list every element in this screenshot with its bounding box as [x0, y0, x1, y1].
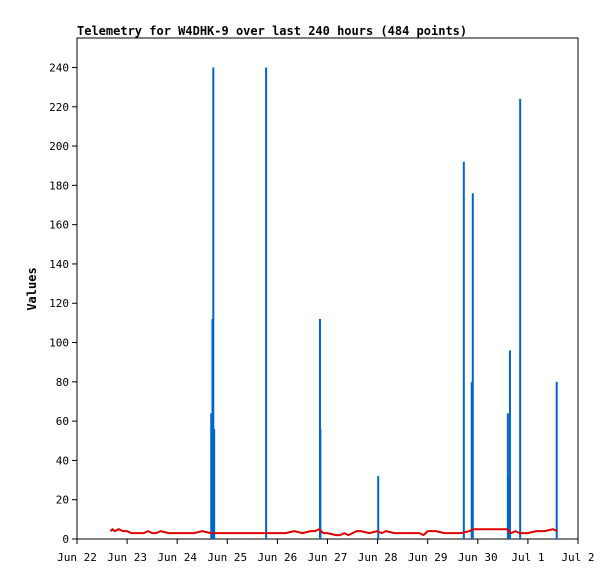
x-tick-label: Jun 29	[408, 551, 448, 564]
y-tick-label: 60	[56, 415, 69, 428]
y-tick-label: 200	[49, 140, 69, 153]
x-tick-label: Jul 2	[561, 551, 594, 564]
series-layer	[109, 67, 558, 539]
y-tick-label: 180	[49, 179, 69, 192]
chart-title: Telemetry for W4DHK-9 over last 240 hour…	[77, 24, 467, 38]
y-axis-label: Values	[25, 267, 39, 310]
x-tick-label: Jun 23	[107, 551, 147, 564]
series-line	[109, 528, 558, 537]
x-tick-label: Jul 1	[511, 551, 544, 564]
y-axis-ticks: 0 20 40 60 80 100 120 140 160 180 200 220 240	[49, 61, 77, 546]
y-tick-label: 100	[49, 337, 69, 350]
x-tick-label: Jun 27	[308, 551, 348, 564]
x-tick-label: Jun 24	[157, 551, 197, 564]
y-tick-label: 80	[56, 376, 69, 389]
y-tick-label: 220	[49, 101, 69, 114]
y-tick-label: 160	[49, 219, 69, 232]
y-tick-label: 240	[49, 61, 69, 74]
x-tick-label: Jun 26	[258, 551, 298, 564]
y-tick-label: 20	[56, 494, 69, 507]
y-tick-label: 40	[56, 454, 69, 467]
y-tick-label: 140	[49, 258, 69, 271]
series-spikes	[210, 67, 558, 539]
x-axis-ticks: Jun 22 Jun 23 Jun 24 Jun 25 Jun 26 Jun 27 Jun …	[57, 539, 595, 564]
plot-area	[76, 37, 579, 540]
y-tick-label: 0	[62, 533, 69, 546]
x-tick-label: Jun 25	[207, 551, 247, 564]
x-tick-label: Jun 30	[458, 551, 498, 564]
x-tick-label: Jun 28	[358, 551, 398, 564]
x-tick-label: Jun 22	[57, 551, 97, 564]
y-tick-label: 120	[49, 297, 69, 310]
